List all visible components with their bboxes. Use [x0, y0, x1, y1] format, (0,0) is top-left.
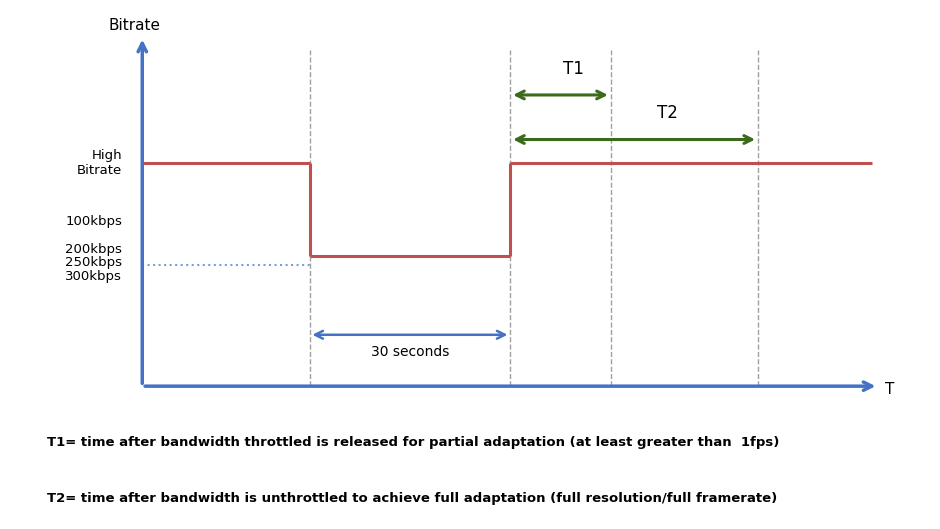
Text: 250kbps: 250kbps [65, 257, 122, 269]
Text: T1: T1 [563, 60, 585, 78]
Text: 200kbps: 200kbps [65, 243, 122, 256]
Text: High
Bitrate: High Bitrate [77, 150, 122, 178]
Text: 30 seconds: 30 seconds [370, 345, 449, 359]
Text: Bitrate: Bitrate [109, 19, 161, 33]
Text: T: T [885, 382, 894, 397]
Text: T2= time after bandwidth is unthrottled to achieve full adaptation (full resolut: T2= time after bandwidth is unthrottled … [47, 492, 777, 505]
Text: 300kbps: 300kbps [65, 270, 122, 283]
Text: 100kbps: 100kbps [65, 215, 122, 228]
Text: T2: T2 [657, 104, 678, 122]
Text: T1= time after bandwidth throttled is released for partial adaptation (at least : T1= time after bandwidth throttled is re… [47, 436, 779, 450]
